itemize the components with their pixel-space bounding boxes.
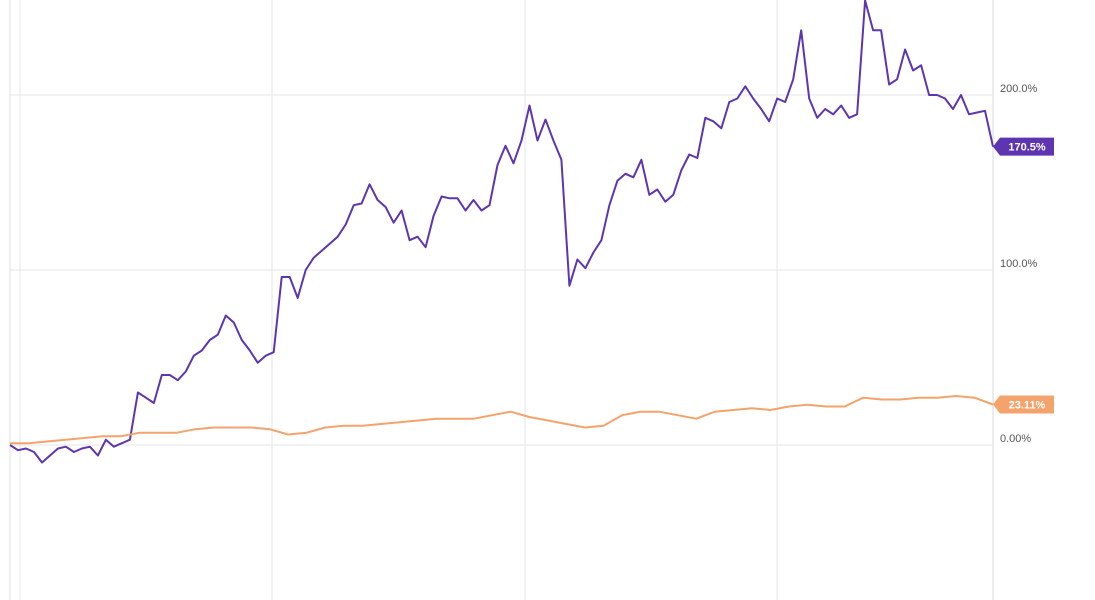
end-label-badge	[993, 395, 1054, 414]
end-label-badge	[993, 137, 1054, 156]
end-label-text: 170.5%	[1008, 142, 1046, 154]
end-label-text: 23.11%	[1009, 399, 1046, 411]
series-line	[9, 0, 994, 464]
series-line	[10, 395, 994, 445]
y-tick-label: 0.00%	[1000, 433, 1031, 445]
end-label: 23.11%	[993, 395, 1054, 414]
y-tick-label: 200.0%	[1000, 83, 1038, 95]
y-tick-label: 100.0%	[1000, 258, 1038, 270]
end-label: 170.5%	[993, 137, 1054, 156]
